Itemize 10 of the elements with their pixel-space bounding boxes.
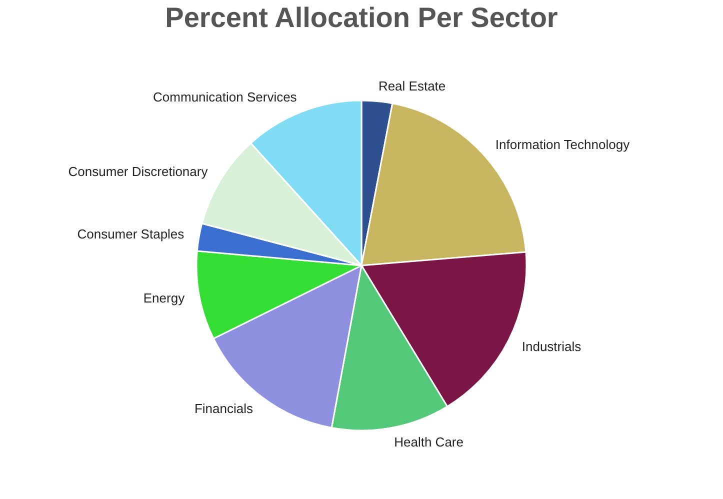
slice-label: Information Technology [495, 137, 630, 152]
slice-label: Financials [194, 401, 254, 416]
chart-title: Percent Allocation Per Sector [165, 2, 558, 33]
slice-label: Communication Services [153, 90, 298, 105]
slice-label: Industrials [522, 339, 582, 354]
slice-label: Real Estate [378, 78, 446, 94]
slice-label: Consumer Staples [77, 226, 185, 242]
slice-label: Health Care [394, 434, 464, 450]
slice-label: Energy [143, 290, 186, 306]
slice-label: Consumer Discretionary [68, 164, 208, 179]
